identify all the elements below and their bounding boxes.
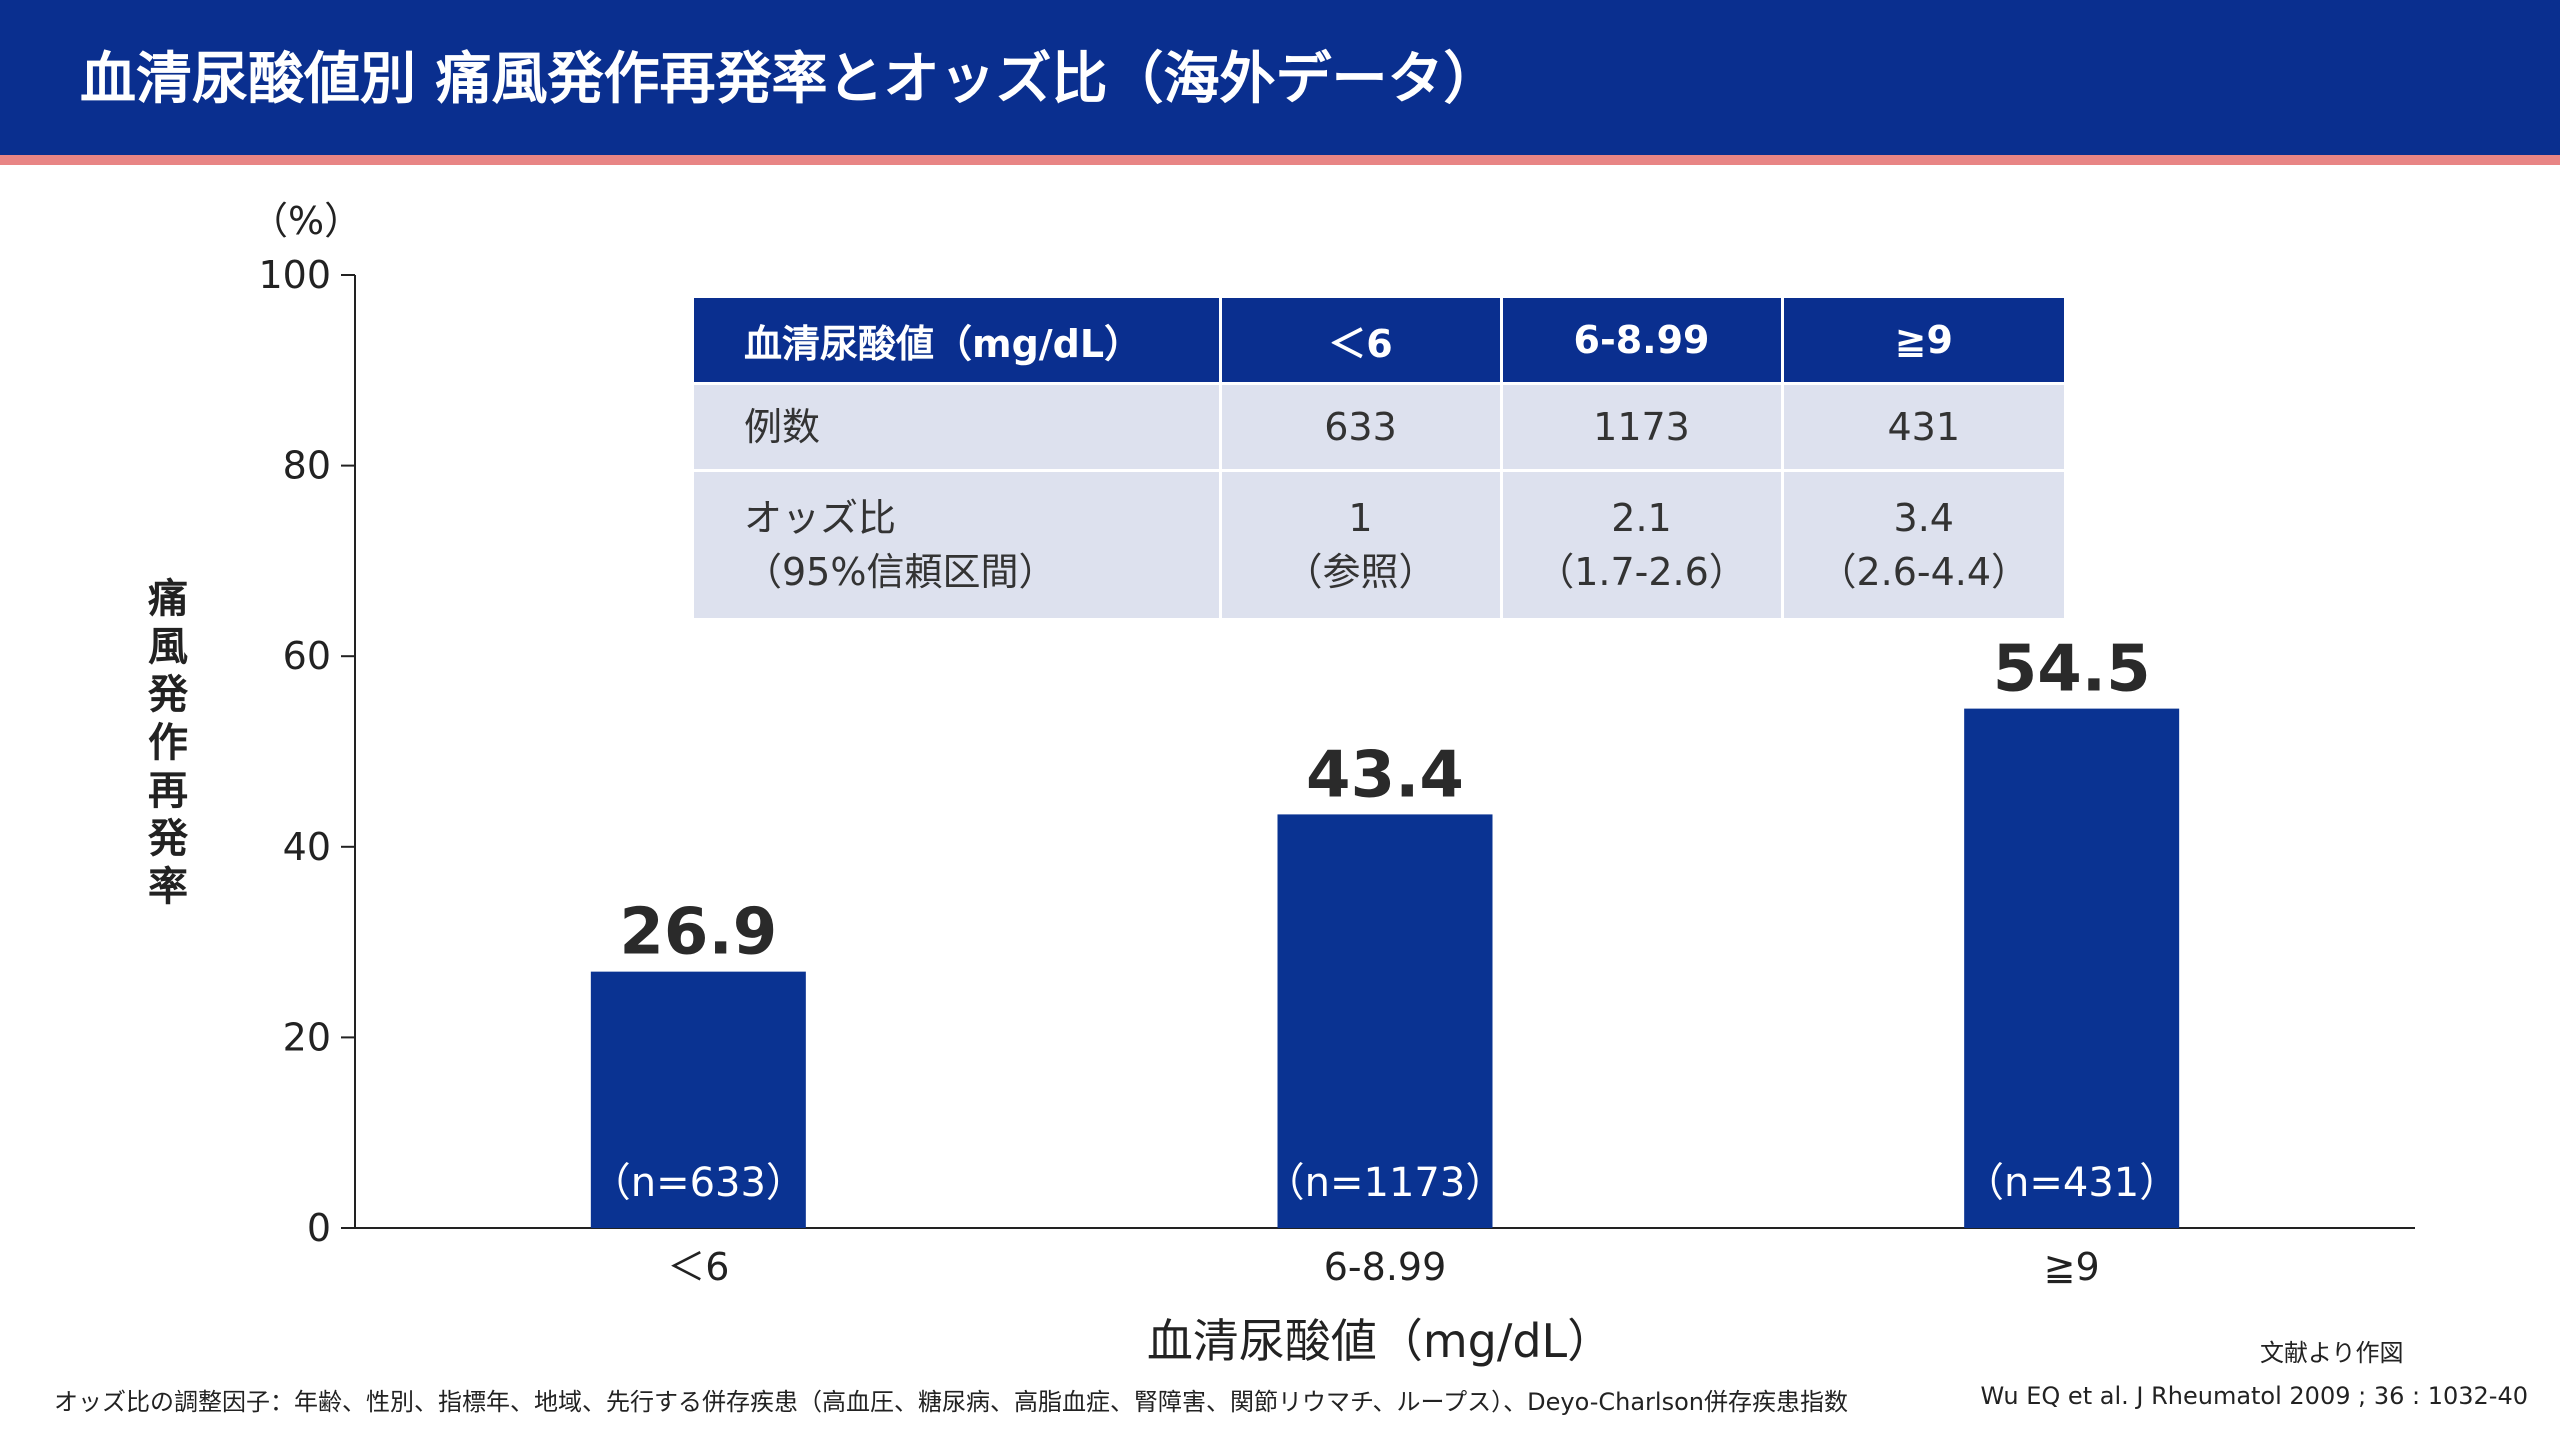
bar-value-label: 43.4 <box>1306 738 1464 812</box>
table-cell: 1173 <box>1501 382 1784 471</box>
bar <box>590 971 806 1228</box>
table-cell-value: 3.4 <box>1893 496 1954 540</box>
table-header-cell: ＜6 <box>1220 298 1503 384</box>
bar <box>1277 814 1493 1228</box>
y-tick-label: 20 <box>283 1015 331 1059</box>
table-cell-value: 1 <box>1348 496 1373 540</box>
y-tick-label: 80 <box>283 444 331 488</box>
bar-n-label: （n=1173） <box>1265 1160 1506 1206</box>
bar-n-label: （n=633） <box>591 1160 806 1206</box>
table-header-cell: ≧9 <box>1782 298 2064 384</box>
table-header-cell: 血清尿酸値（mg/dL） <box>694 298 1222 384</box>
bar-value-label: 54.5 <box>1993 633 2151 707</box>
table-cell-value: 2.1 <box>1611 496 1672 540</box>
y-tick-label: 40 <box>283 825 331 869</box>
table-cell-ci: （参照） <box>1284 550 1437 594</box>
y-tick-label: 60 <box>283 634 331 678</box>
citation: Wu EQ et al. J Rheumatol 2009 ; 36 : 103… <box>1980 1382 2528 1410</box>
x-tick-label: ＜6 <box>667 1245 729 1289</box>
header-accent-line <box>0 155 2560 165</box>
y-tick-label: 100 <box>258 253 331 297</box>
table-cell: 431 <box>1782 382 2064 471</box>
page-title: 血清尿酸値別 痛風発作再発率とオッズ比（海外データ） <box>80 47 1500 112</box>
table-row: オッズ比 （95%信頼区間） 1 （参照） 2.1 （1.7-2.6） 3.4 … <box>694 469 2064 618</box>
x-axis-title: 血清尿酸値（mg/dL） <box>1146 1314 1614 1368</box>
bar-n-label: （n=431） <box>1964 1160 2179 1206</box>
table-cell: 3.4 （2.6-4.4） <box>1782 469 2064 618</box>
table-cell-ci: （1.7-2.6） <box>1536 550 1747 594</box>
y-axis-unit: （%） <box>250 199 363 243</box>
table-row-label: 例数 <box>694 382 1222 471</box>
table-cell-ci: （2.6-4.4） <box>1818 550 2030 594</box>
header-bar <box>0 0 2560 155</box>
x-tick-label: ≧9 <box>2044 1245 2100 1289</box>
y-axis-title: 痛風発作再発率 <box>148 576 188 910</box>
y-tick-label: 0 <box>307 1206 331 1250</box>
table-row-label-sub: （95%信頼区間） <box>744 550 1057 594</box>
table-header-row: 血清尿酸値（mg/dL） ＜6 6-8.99 ≧9 <box>694 298 2064 384</box>
table-cell: 1 （参照） <box>1220 469 1503 618</box>
bar <box>1964 708 2180 1228</box>
table-row-label-main: オッズ比 <box>744 496 897 540</box>
odds-ratio-table: 血清尿酸値（mg/dL） ＜6 6-8.99 ≧9 例数 633 1173 43… <box>694 298 2064 618</box>
table-header-cell: 6-8.99 <box>1501 298 1784 384</box>
footnote: オッズ比の調整因子：年齢、性別、指標年、地域、先行する併存疾患（高血圧、糖尿病、… <box>54 1388 1848 1416</box>
table-cell: 2.1 （1.7-2.6） <box>1501 469 1784 618</box>
x-tick-label: 6-8.99 <box>1324 1245 1447 1289</box>
table-row-label: オッズ比 （95%信頼区間） <box>694 469 1222 618</box>
bar-value-label: 26.9 <box>619 896 777 970</box>
source-note: 文献より作図 <box>2260 1339 2404 1367</box>
table-row: 例数 633 1173 431 <box>694 382 2064 471</box>
table-cell: 633 <box>1220 382 1503 471</box>
